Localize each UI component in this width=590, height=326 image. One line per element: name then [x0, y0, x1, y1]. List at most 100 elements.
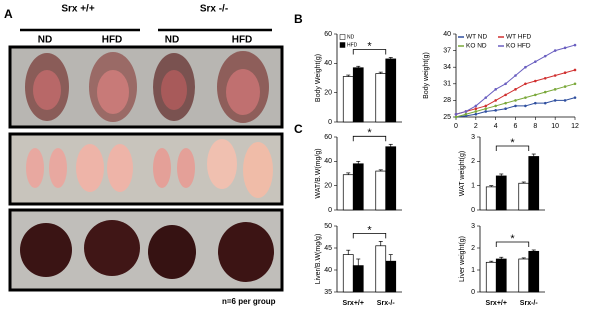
genotype-label: Srx +/+	[61, 4, 95, 15]
y-tick-label: 2	[471, 158, 475, 165]
y-tick-label: 0	[328, 119, 332, 126]
y-tick-label: 40	[324, 158, 332, 165]
point	[504, 82, 507, 86]
point	[534, 93, 537, 97]
point	[474, 104, 478, 108]
point	[524, 104, 527, 108]
y-tick-label: 35	[324, 289, 332, 296]
point	[553, 74, 557, 77]
bar	[352, 265, 364, 293]
point	[504, 101, 507, 105]
y-tick-label: 20	[324, 90, 332, 97]
annotation: *	[367, 127, 372, 139]
point	[504, 93, 507, 97]
point	[563, 46, 567, 50]
y-axis-label: Body Weight(g)	[315, 54, 322, 102]
point	[543, 101, 547, 105]
y-tick-label: 0	[328, 207, 332, 214]
y-tick-label: 1	[471, 183, 475, 190]
y-tick-label: 28	[443, 97, 451, 104]
point	[563, 85, 567, 88]
y-axis-label: WAT/B.W(mg/g)	[315, 148, 322, 198]
point	[573, 82, 577, 86]
diet-label: ND	[38, 35, 52, 46]
bar	[485, 186, 497, 211]
legend-label: WT HFD	[506, 34, 531, 41]
y-tick-label: 0	[471, 207, 475, 214]
y-axis-label: WAT weight(g)	[459, 151, 466, 196]
point	[464, 110, 468, 113]
point	[454, 112, 458, 116]
diet-label: HFD	[102, 35, 123, 46]
point	[474, 112, 478, 116]
diet-label: HFD	[232, 35, 253, 46]
point	[514, 99, 517, 102]
legend-label: KO HFD	[506, 43, 531, 50]
point	[494, 109, 497, 112]
point	[553, 99, 557, 102]
y-tick-label: 0	[471, 289, 475, 296]
x-tick-label: 4	[494, 123, 498, 130]
point	[494, 104, 497, 108]
point	[504, 107, 507, 110]
x-tick-label: 0	[454, 123, 458, 130]
point	[573, 96, 577, 99]
panel-label: B	[294, 12, 303, 26]
genotype-label: Srx -/-	[200, 4, 228, 15]
bar	[352, 67, 364, 123]
bar	[385, 146, 397, 211]
significance-bracket	[352, 135, 387, 142]
significance-bracket	[352, 49, 387, 55]
y-tick-label: 3	[471, 134, 475, 141]
y-tick-label: 45	[324, 245, 332, 252]
significance-bracket	[495, 241, 530, 247]
y-tick-label: 25	[443, 114, 451, 121]
note: n=6 per group	[222, 297, 276, 306]
y-tick-label: 20	[324, 183, 332, 190]
bar	[352, 163, 364, 211]
point	[553, 49, 557, 52]
point	[474, 107, 478, 110]
point	[524, 82, 527, 86]
y-tick-label: 1	[471, 267, 475, 274]
legend-swatch	[339, 42, 346, 48]
bar	[342, 254, 354, 293]
bar	[375, 73, 387, 123]
bar	[495, 258, 507, 293]
y-tick-label: 31	[443, 81, 451, 88]
photo-liver	[8, 208, 284, 292]
point	[534, 101, 537, 105]
legend-label: KO ND	[466, 43, 487, 50]
bar	[375, 245, 387, 293]
y-tick-label: 40	[443, 31, 451, 38]
x-tick-label: Srx+/+	[343, 300, 364, 307]
photo-fat	[8, 132, 284, 206]
x-tick-label: 2	[474, 123, 478, 130]
panel-label: A	[4, 7, 13, 21]
point	[514, 88, 517, 91]
y-axis-label: Liver weight(g)	[459, 236, 466, 282]
y-tick-label: 34	[443, 64, 451, 71]
point	[524, 96, 527, 99]
legend-label: HFD	[347, 42, 358, 48]
x-tick-label: 12	[571, 123, 579, 130]
point	[484, 104, 488, 108]
bar	[485, 261, 497, 293]
point	[514, 104, 517, 108]
point	[543, 76, 547, 80]
bar	[385, 260, 397, 293]
point	[514, 74, 517, 77]
point	[484, 107, 488, 110]
legend-label: ND	[347, 34, 355, 40]
point	[484, 96, 488, 99]
y-tick-label: 37	[443, 47, 451, 54]
annotation: *	[510, 233, 515, 245]
significance-bracket	[352, 233, 387, 239]
significance-bracket	[495, 145, 530, 152]
legend-swatch	[339, 34, 346, 40]
point	[494, 99, 497, 102]
x-tick-label: Srx-/-	[377, 300, 396, 307]
x-tick-label: Srx-/-	[520, 300, 539, 307]
point	[454, 115, 458, 119]
